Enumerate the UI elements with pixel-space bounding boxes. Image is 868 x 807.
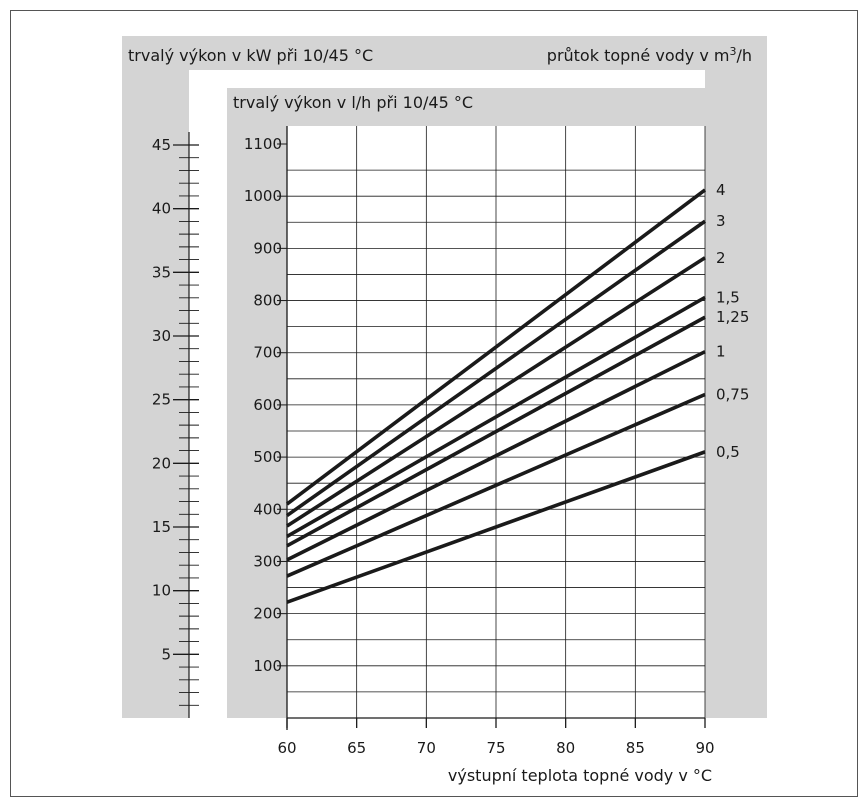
- x-tick-label: 70: [417, 739, 436, 757]
- kw-axis: 5 10 15 20 25 30 35 40 45: [152, 132, 199, 718]
- series-lines: 4 3 2 1,5 1,25 1 0,75 0,5: [285, 181, 749, 604]
- series-label: 0,5: [716, 443, 740, 461]
- y-tick-label: 1100: [244, 135, 282, 153]
- series-line-1-5: [286, 295, 706, 538]
- kw-tick-label: 40: [152, 200, 171, 218]
- kw-tick-label: 30: [152, 327, 171, 345]
- series-line-0-75: [286, 392, 706, 578]
- kw-tick-label: 15: [152, 518, 171, 536]
- kw-tick-label: 20: [152, 454, 171, 472]
- title-lh: trvalý výkon v l/h při 10/45 °C: [233, 93, 473, 112]
- series-line-0-5: [286, 450, 706, 604]
- series-label: 3: [716, 212, 726, 230]
- y-tick-label: 400: [253, 500, 282, 518]
- y-tick-label: 200: [253, 605, 282, 623]
- y-tick-label: 700: [253, 344, 282, 362]
- series-label: 1,25: [716, 308, 749, 326]
- title-flow-sup: 3: [729, 45, 736, 58]
- y-tick-label: 1000: [244, 187, 282, 205]
- x-tick-labels: 60 65 70 75 80 85 90: [277, 739, 714, 757]
- series-label: 0,75: [716, 385, 749, 403]
- title-kw: trvalý výkon v kW při 10/45 °C: [128, 46, 373, 65]
- title-flow-tail: /h: [736, 46, 752, 65]
- series-label: 1,5: [716, 288, 740, 306]
- y-tick-label: 600: [253, 396, 282, 414]
- x-axis-label: výstupní teplota topné vody v °C: [448, 766, 712, 785]
- inner-title-band: [189, 70, 705, 88]
- x-tick-label: 90: [695, 739, 714, 757]
- outer-frame: [10, 10, 858, 797]
- y-tick-label: 500: [253, 448, 282, 466]
- title-flow-main: průtok topné vody v m: [547, 46, 730, 65]
- kw-tick-label: 10: [152, 582, 171, 600]
- kw-tick-label: 5: [161, 645, 171, 663]
- y-tick-label: 100: [253, 657, 282, 675]
- series-label: 4: [716, 181, 726, 199]
- y-tick-label: 300: [253, 552, 282, 570]
- x-tick-label: 80: [556, 739, 575, 757]
- kw-tick-label: 35: [152, 263, 171, 281]
- series-label: 2: [716, 249, 726, 267]
- x-tick-label: 75: [486, 739, 505, 757]
- x-tick-label: 60: [277, 739, 296, 757]
- x-tick-label: 85: [626, 739, 645, 757]
- series-line-3: [285, 219, 707, 518]
- series-line-1-25: [286, 315, 706, 548]
- kw-tick-label: 25: [152, 391, 171, 409]
- kw-tick-label: 45: [152, 136, 171, 154]
- title-flow: průtok topné vody v m3/h: [547, 45, 752, 65]
- y-tick-labels: 100 200 300 400 500 600 700 800 900 1000 1100: [244, 135, 282, 675]
- x-tick-label: 65: [347, 739, 366, 757]
- series-label: 1: [716, 343, 726, 361]
- y-tick-label: 800: [253, 292, 282, 310]
- series-line-4: [285, 188, 707, 506]
- series-line-1: [286, 350, 706, 562]
- kw-scale-strip: [189, 70, 227, 718]
- y-tick-label: 900: [253, 239, 282, 257]
- series-line-2: [286, 256, 706, 528]
